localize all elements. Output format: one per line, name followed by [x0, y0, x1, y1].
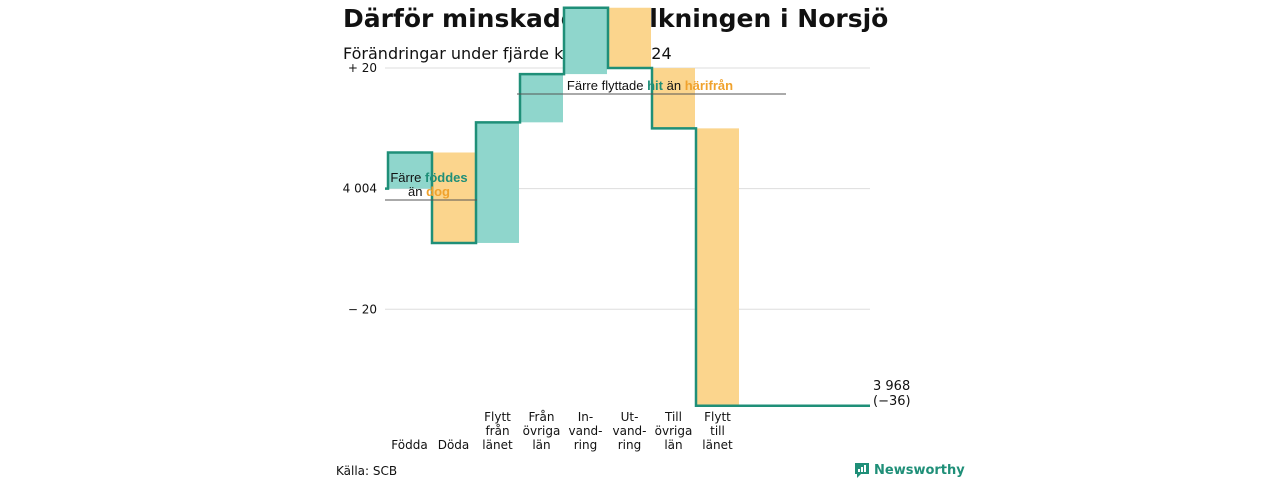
- bar-till-övriga-län: [652, 68, 695, 129]
- bar-från-övriga-län: [520, 74, 563, 123]
- x-category-label: Till: [664, 410, 682, 424]
- annotation-births-line2: än dog: [408, 184, 450, 199]
- annotation-highlight: föddes: [425, 170, 468, 185]
- bar-flytt-till-länet: [696, 128, 739, 406]
- x-category-label: Flytt: [704, 410, 731, 424]
- x-category-label: övriga: [523, 424, 561, 438]
- bar-flytt-från-länet: [476, 122, 519, 243]
- x-category-label: vand-: [568, 424, 602, 438]
- bar-födda: [388, 152, 431, 189]
- annotation-highlight: härifrån: [685, 78, 733, 93]
- x-category-label: vand-: [612, 424, 646, 438]
- annotation-text: än: [663, 78, 685, 93]
- x-category-label: ring: [618, 438, 642, 452]
- x-category-label: från: [485, 424, 509, 438]
- bar-utvandring: [608, 7, 651, 69]
- annotation-migration: Färre flyttade hit än härifrån: [567, 78, 733, 93]
- annotation-highlight: hit: [647, 78, 664, 93]
- x-category-label: länet: [702, 438, 733, 452]
- x-category-label: övriga: [655, 424, 693, 438]
- y-tick-label: + 20: [348, 61, 377, 75]
- brand-logo: Newsworthy: [854, 461, 965, 479]
- x-category-label: Födda: [391, 438, 427, 452]
- bar-döda: [432, 152, 475, 243]
- cumulative-step-line: [385, 6, 870, 408]
- annotation-births-line1: Färre föddes: [390, 170, 467, 185]
- source-note: Källa: SCB: [336, 464, 398, 478]
- y-tick-label: 4 004: [343, 182, 377, 196]
- end-change-label: (−36): [873, 394, 911, 409]
- annotation-text: än: [408, 184, 426, 199]
- x-category-label: Från: [529, 410, 555, 424]
- x-category-label: till: [710, 424, 725, 438]
- x-category-label: län: [664, 438, 682, 452]
- newsworthy-logo-icon: [855, 462, 869, 478]
- x-category-label: Döda: [438, 438, 470, 452]
- y-tick-label: − 20: [348, 302, 377, 316]
- x-category-label: länet: [482, 438, 513, 452]
- x-category-label: In-: [578, 410, 593, 424]
- annotation-highlight: dog: [426, 184, 450, 199]
- end-value-label: 3 968: [873, 379, 910, 394]
- x-category-label: län: [532, 438, 550, 452]
- x-category-label: Ut-: [621, 410, 639, 424]
- x-category-label: ring: [574, 438, 598, 452]
- x-category-label: Flytt: [484, 410, 511, 424]
- annotation-text: Färre flyttade: [567, 78, 647, 93]
- bar-invandring: [564, 7, 607, 75]
- annotation-text: Färre: [390, 170, 425, 185]
- brand-name: Newsworthy: [874, 462, 965, 478]
